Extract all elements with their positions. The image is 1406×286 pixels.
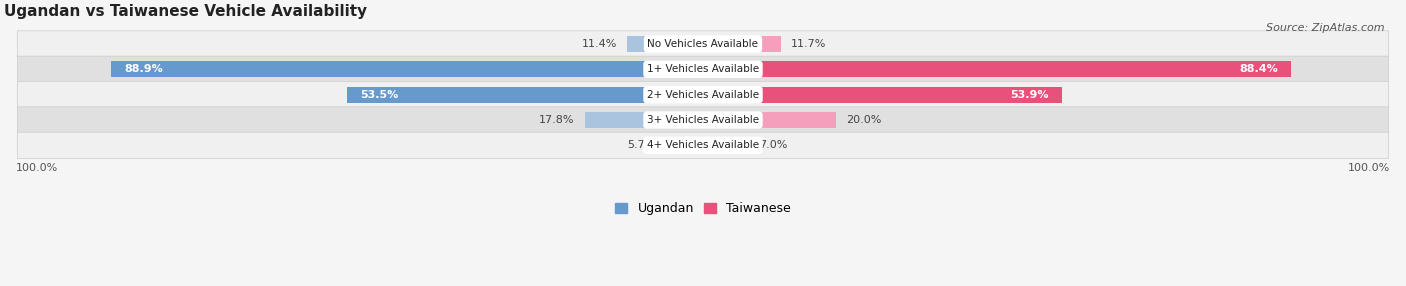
Text: 53.9%: 53.9% xyxy=(1010,90,1049,100)
Bar xyxy=(665,138,703,153)
Text: No Vehicles Available: No Vehicles Available xyxy=(648,39,758,49)
Bar xyxy=(111,61,703,77)
Bar xyxy=(585,112,703,128)
FancyBboxPatch shape xyxy=(17,107,1389,133)
Bar xyxy=(703,112,837,128)
Text: 4+ Vehicles Available: 4+ Vehicles Available xyxy=(647,140,759,150)
Text: 7.0%: 7.0% xyxy=(759,140,787,150)
Bar xyxy=(703,138,749,153)
FancyBboxPatch shape xyxy=(17,82,1389,108)
Text: 3+ Vehicles Available: 3+ Vehicles Available xyxy=(647,115,759,125)
Bar xyxy=(703,87,1062,102)
Text: 1+ Vehicles Available: 1+ Vehicles Available xyxy=(647,64,759,74)
Bar xyxy=(703,61,1291,77)
Legend: Ugandan, Taiwanese: Ugandan, Taiwanese xyxy=(610,197,796,220)
Text: 88.9%: 88.9% xyxy=(125,64,163,74)
Text: 5.7%: 5.7% xyxy=(627,140,655,150)
FancyBboxPatch shape xyxy=(17,132,1389,158)
Text: Ugandan vs Taiwanese Vehicle Availability: Ugandan vs Taiwanese Vehicle Availabilit… xyxy=(4,4,367,19)
Text: 11.4%: 11.4% xyxy=(582,39,617,49)
Text: 88.4%: 88.4% xyxy=(1239,64,1278,74)
Text: Source: ZipAtlas.com: Source: ZipAtlas.com xyxy=(1267,23,1385,33)
Text: 53.5%: 53.5% xyxy=(360,90,398,100)
Text: 20.0%: 20.0% xyxy=(846,115,882,125)
FancyBboxPatch shape xyxy=(17,56,1389,82)
Text: 2+ Vehicles Available: 2+ Vehicles Available xyxy=(647,90,759,100)
FancyBboxPatch shape xyxy=(17,31,1389,57)
Bar xyxy=(347,87,703,102)
Bar xyxy=(627,36,703,52)
Bar xyxy=(703,36,780,52)
Text: 17.8%: 17.8% xyxy=(538,115,575,125)
Text: 11.7%: 11.7% xyxy=(790,39,827,49)
